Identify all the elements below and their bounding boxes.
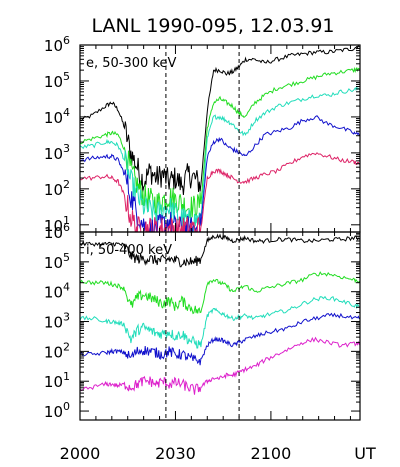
y-tick-label: 103 bbox=[44, 311, 70, 332]
y-tick-exponent: 1 bbox=[63, 370, 70, 383]
x-axis-tick-labels: 2000 2030 2100 bbox=[60, 444, 292, 463]
x-tick-label: 2000 bbox=[60, 444, 101, 463]
plot-frame bbox=[79, 44, 361, 233]
y-tick-exponent: 6 bbox=[63, 34, 70, 47]
y-tick-exponent: 4 bbox=[63, 281, 70, 294]
series-line-3 bbox=[80, 295, 360, 349]
series-line-4 bbox=[80, 312, 360, 366]
y-tick-label: 103 bbox=[44, 142, 70, 163]
series-line-4 bbox=[80, 115, 360, 232]
y-tick-label: 106 bbox=[44, 34, 70, 55]
y-tick-exponent: 1 bbox=[63, 214, 70, 227]
series-line-2 bbox=[80, 66, 360, 220]
y-tick-label: 101 bbox=[44, 370, 70, 391]
y-tick-exponent: 0 bbox=[63, 400, 70, 413]
y-tick-exponent: 4 bbox=[63, 106, 70, 119]
panel-annotation: i, 50-400 keV bbox=[86, 243, 172, 258]
series-line-5 bbox=[80, 336, 360, 395]
series-line-1 bbox=[80, 45, 360, 195]
series-line-1 bbox=[80, 233, 360, 268]
y-tick-exponent: 3 bbox=[63, 142, 70, 155]
panel-annotation: e, 50-300 keV bbox=[86, 56, 177, 71]
y-tick-label: 102 bbox=[44, 178, 70, 199]
y-tick-label: 106 bbox=[44, 221, 70, 242]
y-tick-label: 105 bbox=[44, 70, 70, 91]
series-line-2 bbox=[80, 271, 360, 315]
y-tick-exponent: 2 bbox=[63, 178, 70, 191]
y-tick-exponent: 5 bbox=[63, 70, 70, 83]
y-tick-exponent: 5 bbox=[63, 251, 70, 264]
y-tick-label: 104 bbox=[44, 281, 70, 302]
series-line-5 bbox=[80, 152, 360, 232]
y-tick-exponent: 6 bbox=[63, 221, 70, 234]
y-tick-label: 100 bbox=[44, 400, 70, 421]
y-tick-label: 104 bbox=[44, 106, 70, 127]
y-tick-label: 105 bbox=[44, 251, 70, 272]
x-tick-label: 2100 bbox=[251, 444, 292, 463]
y-tick-exponent: 3 bbox=[63, 311, 70, 324]
series-line-3 bbox=[80, 85, 360, 232]
y-tick-exponent: 2 bbox=[63, 340, 70, 353]
y-tick-label: 102 bbox=[44, 340, 70, 361]
x-tick-label: 2030 bbox=[155, 444, 196, 463]
x-axis-unit-label: UT bbox=[354, 444, 376, 463]
chart-title: LANL 1990-095, 12.03.91 bbox=[91, 15, 334, 37]
